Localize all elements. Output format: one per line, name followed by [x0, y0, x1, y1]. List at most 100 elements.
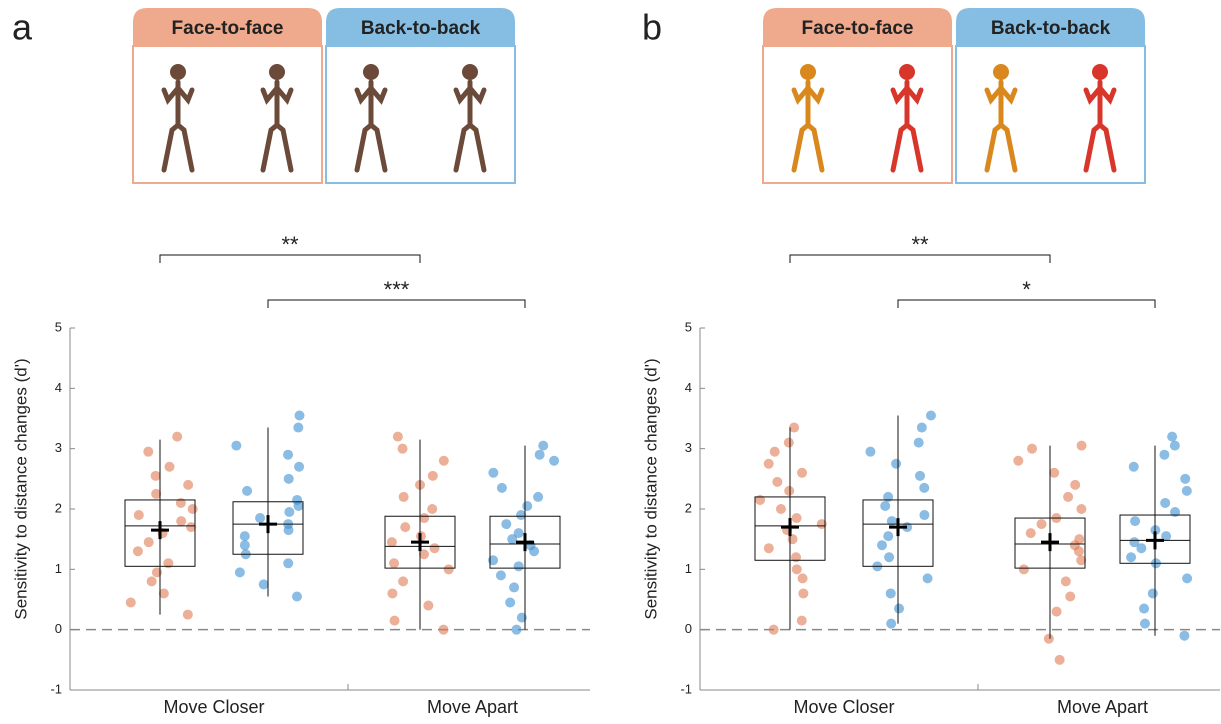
data-point: [894, 603, 905, 614]
data-point: [172, 431, 183, 442]
data-point: [143, 537, 154, 548]
y-tick-label: -1: [680, 681, 692, 696]
data-point: [1161, 531, 1172, 542]
data-point: [1027, 443, 1038, 454]
figure-illustration: [791, 64, 825, 173]
data-point: [419, 513, 430, 524]
data-point: [283, 473, 294, 484]
data-point: [784, 485, 795, 496]
data-point: [496, 482, 507, 493]
data-point: [294, 410, 305, 421]
data-point: [443, 564, 454, 575]
figure-illustration: [161, 64, 195, 173]
data-point: [883, 531, 894, 542]
x-tick-label: Move Apart: [1057, 697, 1148, 717]
header-tab: [956, 8, 1145, 46]
y-tick-label: 1: [55, 561, 62, 576]
data-point: [505, 597, 516, 608]
legs: [260, 121, 294, 173]
data-point: [132, 546, 143, 557]
box: [1119, 514, 1191, 564]
mean-marker: [151, 521, 169, 540]
data-point: [1136, 543, 1147, 554]
data-point: [796, 615, 807, 626]
mean-marker: [1146, 531, 1164, 550]
data-point: [182, 609, 193, 620]
data-point: [427, 470, 438, 481]
data-point: [1179, 630, 1190, 641]
data-point: [1140, 618, 1151, 629]
data-point: [400, 522, 411, 533]
data-point: [231, 440, 242, 451]
data-point: [176, 516, 187, 527]
data-point: [511, 624, 522, 635]
data-point: [1182, 573, 1193, 584]
y-tick-label: 5: [55, 319, 62, 334]
data-point: [797, 467, 808, 478]
data-point: [922, 573, 933, 584]
data-point: [151, 567, 162, 578]
data-point: [522, 500, 533, 511]
data-point: [488, 555, 499, 566]
data-point: [919, 482, 930, 493]
data-point: [798, 588, 809, 599]
data-point: [791, 552, 802, 563]
data-point: [398, 576, 409, 587]
data-point: [242, 485, 253, 496]
legs: [161, 121, 195, 173]
y-tick-label: 5: [685, 319, 692, 334]
y-axis-label: Sensitivity to distance changes (d'): [641, 358, 660, 619]
data-point: [164, 461, 175, 472]
data-point: [769, 446, 780, 457]
data-point: [509, 582, 520, 593]
arms: [890, 84, 924, 105]
head: [899, 64, 915, 80]
data-point: [158, 588, 169, 599]
data-point: [763, 543, 774, 554]
data-point: [1180, 473, 1191, 484]
head: [462, 64, 478, 80]
data-point: [1036, 519, 1047, 530]
data-point: [284, 507, 295, 518]
head: [269, 64, 285, 80]
box: [862, 499, 934, 567]
data-point: [150, 470, 161, 481]
data-point: [513, 528, 524, 539]
data-point: [1054, 654, 1065, 665]
significance-label: **: [911, 232, 929, 257]
data-point: [885, 588, 896, 599]
data-point: [151, 488, 162, 499]
data-point: [1169, 440, 1180, 451]
data-point: [1025, 528, 1036, 539]
data-point: [1181, 485, 1192, 496]
legs: [890, 121, 924, 173]
data-point: [125, 597, 136, 608]
data-point: [234, 567, 245, 578]
figure-illustration: [354, 64, 388, 173]
data-point: [755, 494, 766, 505]
significance-label: ***: [384, 277, 410, 302]
data-point: [429, 543, 440, 554]
data-point: [392, 431, 403, 442]
data-point: [283, 558, 294, 569]
significance-label: **: [281, 232, 299, 257]
data-point: [488, 467, 499, 478]
data-point: [513, 561, 524, 572]
data-point: [516, 510, 527, 521]
data-point: [902, 522, 913, 533]
header-frame: [762, 45, 953, 184]
head: [363, 64, 379, 80]
data-point: [1049, 467, 1060, 478]
head: [993, 64, 1009, 80]
data-point: [1160, 497, 1171, 508]
data-point: [816, 519, 827, 530]
data-point: [1063, 491, 1074, 502]
x-tick-label: Move Closer: [163, 697, 264, 717]
data-point: [886, 516, 897, 527]
data-point: [1129, 537, 1140, 548]
data-point: [1126, 552, 1137, 563]
data-point: [919, 510, 930, 521]
mean-marker: [781, 518, 799, 537]
figure-illustration: [984, 64, 1018, 173]
data-point: [163, 558, 174, 569]
